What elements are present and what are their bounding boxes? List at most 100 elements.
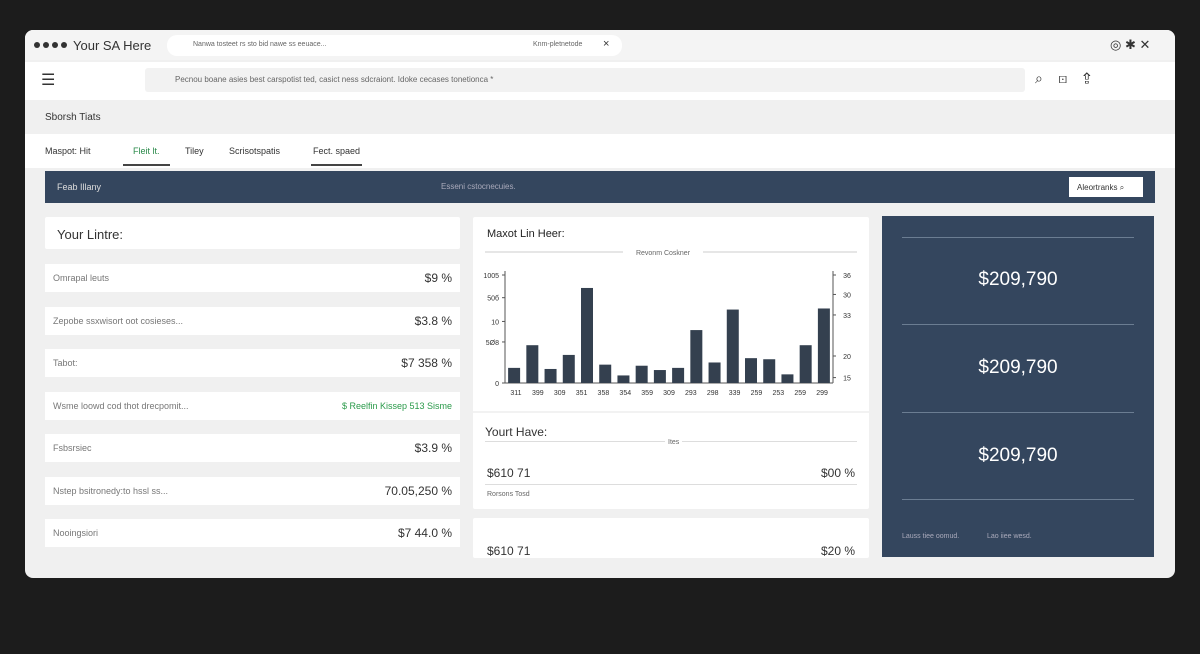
- table-row: Tabot: $7 358 %: [45, 349, 460, 377]
- y-tick-label: 1005: [483, 273, 499, 280]
- table-row: Omrapal leuts $9 %: [45, 264, 460, 292]
- summary-row2-left: $610 71: [487, 544, 531, 558]
- bar: [672, 367, 685, 383]
- bar: [763, 359, 776, 383]
- search-field[interactable]: Pecnou boane asies best carspotist ted, …: [145, 68, 1025, 92]
- bar: [526, 345, 539, 383]
- left-header: Your Lintre:: [45, 217, 460, 249]
- row-value: $9 %: [424, 271, 452, 285]
- x-tick-label: 259: [751, 390, 763, 397]
- address-right: Knm-pletnetode: [533, 41, 583, 48]
- button-text: Aleortranks: [1077, 183, 1118, 192]
- table-row: Wsme loowd cod thot drecpomit... $ Reelfi…: [45, 392, 460, 420]
- divider: [902, 499, 1134, 500]
- x-tick-label: 358: [598, 390, 610, 397]
- row-value: $3.9 %: [414, 441, 452, 455]
- x-tick-label: 359: [641, 390, 653, 397]
- bar: [544, 368, 557, 383]
- x-tick-label: 309: [663, 390, 675, 397]
- bar: [708, 362, 721, 383]
- x-tick-label: 399: [532, 390, 544, 397]
- window-icons[interactable]: ◎ ✱ ✕: [1110, 37, 1151, 52]
- divider: [902, 412, 1134, 413]
- kpi-value: $209,790: [978, 445, 1058, 466]
- chart-card: Maxot Lin Heer: Revonm Coskner 1005 50б 10 5Ø…: [473, 217, 869, 509]
- x-tick-label: 351: [576, 390, 588, 397]
- x-tick-label: 354: [619, 390, 631, 397]
- y-tick-label: 5Ø8: [486, 340, 499, 347]
- row-label: Wsme loowd cod thot drecpomit...: [53, 401, 189, 411]
- bar: [581, 287, 593, 383]
- row-value: 70.05,250 %: [384, 484, 452, 498]
- summary-row2-right: $20 %: [820, 544, 855, 558]
- tab[interactable]: Scrisotspatis: [229, 146, 281, 156]
- legend: Revonm Coskner: [636, 250, 691, 257]
- tab[interactable]: Fleit lt.: [123, 146, 170, 166]
- table-row: Nooingsiori $7 44.0 %: [45, 519, 460, 547]
- y-tick-label: 10: [491, 319, 499, 326]
- bar: [781, 374, 794, 383]
- x-tick-label: 298: [707, 390, 719, 397]
- chart-title: Maxot Lin Heer:: [487, 228, 565, 240]
- address-bar[interactable]: Nanwa tosteet rs sto bid nawe ss eeuace.…: [167, 35, 622, 56]
- table-row: Fsbsrsiec $3.9 %: [45, 434, 460, 462]
- table-row: Nstep bsitronedy:to hssl ss... 70.05,250 …: [45, 477, 460, 505]
- rule: [485, 484, 857, 485]
- row-label: Nstep bsitronedy:to hssl ss...: [53, 486, 169, 496]
- summary-title: Yourt Have:: [485, 425, 548, 439]
- toolbar: ☰ Pecnou boane asies best carspotist ted…: [25, 62, 1175, 100]
- summary-legend: Ites: [665, 439, 683, 446]
- tab[interactable]: Fect. spaed: [311, 146, 363, 166]
- row-value: $7 358 %: [401, 356, 452, 370]
- divider: [902, 324, 1134, 325]
- bar: [562, 354, 575, 383]
- y2-tick-label: 30: [843, 292, 851, 299]
- tabs: Maspot: Hit Fleit lt. Tiley Scrisotspatis Fe…: [25, 134, 1175, 168]
- tab[interactable]: Maspot: Hit: [45, 146, 91, 156]
- bar: [617, 375, 630, 383]
- banner-button[interactable]: Aleortranks ⌕: [1069, 177, 1143, 197]
- banner-left: Feab Illany: [57, 182, 102, 192]
- row-label: Nooingsiori: [53, 528, 99, 538]
- kpi-value: $209,790: [978, 269, 1058, 290]
- row-value: $ Reelfin Kissep 513 Sisme: [341, 401, 452, 411]
- bar: [817, 308, 830, 383]
- x-tick-label: 293: [685, 390, 697, 397]
- right-panel: $209,790 $209,790 $209,790 Lauss tiee oo…: [882, 216, 1154, 557]
- chart: Maxot Lin Heer: Revonm Coskner 1005 50б 10 5Ø…: [473, 228, 869, 413]
- left-title: Your Lintre:: [57, 227, 124, 242]
- legend-bg: [623, 246, 703, 258]
- x-tick-label: 259: [794, 390, 806, 397]
- summary-note: Rorsons Tosd: [487, 491, 530, 498]
- y2-tick-label: 33: [843, 313, 851, 320]
- row-label: Tabot:: [53, 358, 78, 368]
- bar: [508, 367, 521, 383]
- address-text: Nanwa tosteet rs sto bid nawe ss eeuace.…: [193, 41, 327, 48]
- banner: Feab Illany Esseni cstocnecuies. Aleortr…: [45, 171, 1155, 203]
- divider: [902, 237, 1134, 238]
- x-tick-label: 299: [816, 390, 828, 397]
- close-tab[interactable]: ×: [603, 38, 610, 50]
- y2-tick-label: 15: [843, 376, 851, 383]
- bar: [653, 370, 666, 383]
- section-title: Sborsh Tiats: [45, 112, 101, 123]
- footer-left: Lauss tiee oomud.: [902, 533, 960, 540]
- y2-tick-label: 36: [843, 273, 851, 280]
- tab[interactable]: Tiley: [185, 146, 204, 156]
- browser-title: Your SA Here: [73, 38, 152, 53]
- row-value: $3.8 %: [414, 314, 452, 328]
- y-tick-label: 0: [495, 381, 499, 388]
- row-label: Omrapal leuts: [53, 273, 110, 283]
- footer-right: Lao iiee wesd.: [987, 533, 1032, 540]
- bar: [799, 345, 812, 383]
- bar: [690, 330, 703, 383]
- y-tick-label: 50б: [487, 295, 499, 303]
- summary-row-left: $610 71: [487, 466, 531, 480]
- y2-tick-label: 20: [843, 354, 851, 361]
- menu-icon[interactable]: ☰: [41, 72, 56, 89]
- x-tick-label: 339: [729, 390, 741, 397]
- window-dots: [34, 42, 67, 48]
- bar: [745, 358, 757, 383]
- toolbar-icons[interactable]: ⌕ ⊡ ⇪: [1035, 70, 1091, 86]
